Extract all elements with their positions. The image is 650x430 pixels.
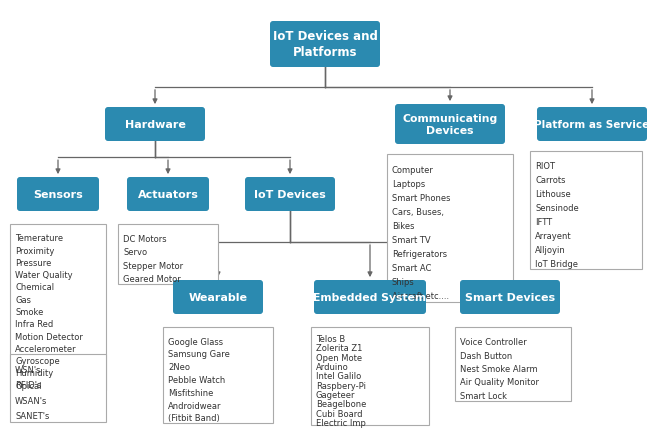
Text: Arrayent: Arrayent (535, 231, 571, 240)
Text: Sensors: Sensors (33, 190, 83, 200)
Text: 2Neo: 2Neo (168, 362, 190, 372)
Text: Smoke: Smoke (15, 307, 44, 316)
FancyBboxPatch shape (314, 280, 426, 314)
Text: Humidity: Humidity (15, 369, 53, 378)
FancyBboxPatch shape (173, 280, 263, 314)
Text: Chemical: Chemical (15, 283, 54, 292)
Text: Samsung Gare: Samsung Gare (168, 350, 230, 359)
Text: (Fitbit Band): (Fitbit Band) (168, 413, 220, 422)
Text: Smart Lock: Smart Lock (460, 391, 507, 400)
Text: Accelerometer: Accelerometer (15, 344, 77, 353)
Text: Air Quality Monitor: Air Quality Monitor (460, 378, 539, 387)
Text: Intel Galilo: Intel Galilo (316, 372, 361, 381)
Text: Infra Red: Infra Red (15, 319, 53, 329)
Text: Gyroscope: Gyroscope (15, 356, 60, 366)
FancyBboxPatch shape (530, 152, 642, 269)
FancyBboxPatch shape (127, 178, 209, 212)
Text: IoT Bridge: IoT Bridge (535, 259, 578, 268)
Text: Bikes: Bikes (392, 221, 415, 230)
Text: Aircraft etc....: Aircraft etc.... (392, 292, 449, 301)
Text: RIOT: RIOT (535, 162, 555, 171)
FancyBboxPatch shape (10, 354, 106, 422)
Text: Proximity: Proximity (15, 246, 55, 255)
FancyBboxPatch shape (460, 280, 560, 314)
Text: WSN's: WSN's (15, 366, 42, 375)
Text: Arduino: Arduino (316, 362, 349, 371)
FancyBboxPatch shape (10, 224, 106, 390)
Text: WSAN's: WSAN's (15, 396, 47, 405)
Text: Platform as Service: Platform as Service (534, 120, 649, 130)
FancyBboxPatch shape (537, 108, 647, 141)
Text: RFID's: RFID's (15, 381, 42, 390)
Text: Dash Button: Dash Button (460, 351, 512, 360)
Text: Gas: Gas (15, 295, 31, 304)
Text: Telos B: Telos B (316, 334, 345, 343)
Text: Opical: Opical (15, 381, 42, 390)
Text: Open Mote: Open Mote (316, 353, 362, 362)
Text: Alljoyin: Alljoyin (535, 245, 566, 254)
Text: Servo: Servo (123, 248, 147, 257)
Text: IoT Devices: IoT Devices (254, 190, 326, 200)
Text: SANET's: SANET's (15, 411, 49, 420)
Text: Beagelbone: Beagelbone (316, 399, 367, 408)
Text: Sensinode: Sensinode (535, 203, 578, 212)
Text: Ships: Ships (392, 278, 415, 287)
FancyBboxPatch shape (270, 22, 380, 68)
Text: Hardware: Hardware (125, 120, 185, 130)
Text: Electric Imp: Electric Imp (316, 418, 366, 427)
Text: DC Motors: DC Motors (123, 234, 166, 243)
FancyBboxPatch shape (311, 327, 429, 425)
Text: Water Quality: Water Quality (15, 270, 73, 280)
Text: Motion Detector: Motion Detector (15, 332, 83, 341)
Text: Refrigerators: Refrigerators (392, 249, 447, 258)
Text: Raspbery-Pi: Raspbery-Pi (316, 381, 366, 390)
Text: Computer: Computer (392, 165, 434, 174)
FancyBboxPatch shape (455, 327, 571, 401)
Text: Smart Devices: Smart Devices (465, 292, 555, 302)
Text: Wearable: Wearable (188, 292, 248, 302)
Text: Smart Phones: Smart Phones (392, 194, 450, 202)
Text: Stepper Motor: Stepper Motor (123, 261, 183, 270)
Text: Google Glass: Google Glass (168, 337, 223, 346)
Text: Actuators: Actuators (138, 190, 198, 200)
Text: Smart TV: Smart TV (392, 236, 430, 245)
Text: IFTT: IFTT (535, 218, 552, 227)
Text: Zolerita Z1: Zolerita Z1 (316, 344, 363, 353)
Text: Geared Motor: Geared Motor (123, 274, 181, 283)
Text: Pressure: Pressure (15, 258, 51, 267)
Text: IoT Devices and
Platforms: IoT Devices and Platforms (272, 31, 378, 59)
Text: Smart AC: Smart AC (392, 264, 432, 273)
Text: Cubi Board: Cubi Board (316, 409, 363, 418)
Text: Androidwear: Androidwear (168, 401, 222, 410)
FancyBboxPatch shape (105, 108, 205, 141)
Text: Gageteer: Gageteer (316, 390, 356, 399)
FancyBboxPatch shape (245, 178, 335, 212)
FancyBboxPatch shape (395, 105, 505, 144)
Text: Communicating
Devices: Communicating Devices (402, 114, 498, 136)
FancyBboxPatch shape (163, 327, 273, 423)
Text: Voice Controller: Voice Controller (460, 337, 526, 346)
FancyBboxPatch shape (17, 178, 99, 212)
Text: Misfitshine: Misfitshine (168, 388, 213, 397)
Text: Nest Smoke Alarm: Nest Smoke Alarm (460, 364, 538, 373)
Text: Laptops: Laptops (392, 179, 425, 188)
Text: Pebble Watch: Pebble Watch (168, 375, 226, 384)
Text: Carrots: Carrots (535, 176, 566, 185)
Text: Cars, Buses,: Cars, Buses, (392, 207, 444, 216)
FancyBboxPatch shape (118, 224, 218, 284)
FancyBboxPatch shape (387, 155, 513, 302)
Text: Temerature: Temerature (15, 233, 63, 243)
Text: Lithouse: Lithouse (535, 190, 571, 199)
Text: Embedded System: Embedded System (313, 292, 426, 302)
